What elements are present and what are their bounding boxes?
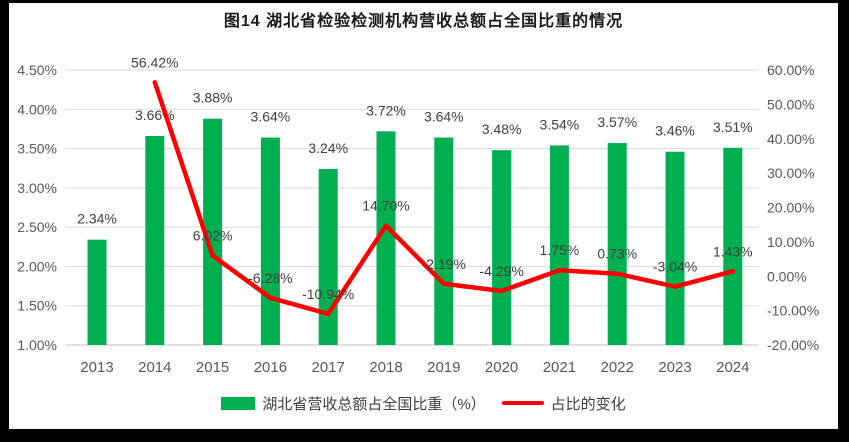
bar-labels: 2.34%3.66%3.88%3.64%3.24%3.72% 3.64%3.48%…	[77, 90, 753, 227]
bar-2020	[492, 150, 512, 345]
right-axis-tick-label: -20.00%	[767, 337, 819, 353]
line-labels: 56.42% 6.02% -6.28% -10.94% 14.70% -2.19% -4.2…	[131, 54, 753, 302]
line-label-2014: 56.42%	[131, 54, 178, 70]
bar-label-2016: 3.64%	[251, 109, 291, 125]
left-axis-tick-label: 3.00%	[17, 180, 57, 196]
left-axis-tick-label: 2.50%	[17, 219, 57, 235]
line-label-2021: 1.75%	[540, 242, 580, 258]
chart-title: 图14 湖北省检验检测机构营收总额占全国比重的情况	[223, 13, 624, 30]
bar-series	[87, 118, 743, 345]
right-axis-tick-label: 40.00%	[767, 131, 814, 147]
line-label-2015: 6.02%	[193, 228, 233, 244]
bar-2013	[87, 239, 107, 345]
right-axis-tick-label: 30.00%	[767, 165, 814, 181]
legend-bar-swatch-icon	[221, 396, 256, 410]
x-axis-label: 2024	[716, 359, 749, 376]
line-label-2020: -4.29%	[479, 263, 523, 279]
x-axis-label: 2019	[427, 359, 460, 376]
x-axis-label: 2015	[196, 359, 229, 376]
left-axis-tick-label: 4.50%	[17, 62, 57, 78]
right-axis-tick-label: 10.00%	[767, 234, 814, 250]
left-axis-tick-label: 3.50%	[17, 141, 57, 157]
chart-svg: 1.00% 1.50% 2.00% 2.50% 3.00% 3.50% 4.00% 4.50%…	[17, 54, 819, 376]
bar-2018	[376, 131, 396, 345]
x-axis-label: 2023	[658, 359, 691, 376]
legend: 湖北省营收总额占全国比重（%） 占比的变化	[9, 392, 838, 414]
chart-area: 图14 湖北省检验检测机构营收总额占全国比重的情况 1.00% 1.50% 2.00…	[9, 3, 838, 429]
line-label-2023: -3.04%	[653, 259, 697, 275]
bar-label-2020: 3.48%	[482, 121, 522, 137]
bar-label-2022: 3.57%	[597, 114, 637, 130]
x-axis-label: 2022	[601, 359, 634, 376]
x-axis-label: 2013	[80, 359, 113, 376]
bar-2021	[549, 145, 569, 345]
right-axis-tick-label: 0.00%	[767, 268, 807, 284]
bar-label-2019: 3.64%	[424, 109, 464, 125]
line-label-2018: 14.70%	[362, 198, 409, 214]
bar-2022	[607, 143, 627, 345]
left-axis-tick-label: 4.00%	[17, 101, 57, 117]
bar-2014	[145, 136, 165, 345]
bar-label-2013: 2.34%	[77, 211, 117, 227]
bar-2016	[260, 137, 280, 345]
bar-label-2023: 3.46%	[655, 123, 695, 139]
bar-label-2017: 3.24%	[308, 140, 348, 156]
x-axis-label: 2017	[312, 359, 345, 376]
left-axis-tick-label: 1.00%	[17, 337, 57, 353]
x-axis-label: 2020	[485, 359, 518, 376]
legend-bar-series-label: 湖北省营收总额占全国比重（%）	[262, 395, 486, 413]
line-label-2019: -2.19%	[422, 256, 466, 272]
right-axis-tick-label: 50.00%	[767, 96, 814, 112]
bar-2015	[203, 118, 223, 345]
line-label-2017: -10.94%	[302, 286, 354, 302]
left-axis-tick-label: 1.50%	[17, 298, 57, 314]
legend-line-series-label: 占比的变化	[550, 395, 626, 413]
line-label-2024: 1.43%	[713, 243, 753, 259]
line-label-2016: -6.28%	[248, 270, 292, 286]
left-axis-ticks: 1.00% 1.50% 2.00% 2.50% 3.00% 3.50% 4.00% 4.50%	[17, 62, 57, 353]
right-axis-tick-label: 20.00%	[767, 200, 814, 216]
bar-label-2021: 3.54%	[540, 116, 580, 132]
right-axis-tick-label: 60.00%	[767, 62, 814, 78]
bar-label-2015: 3.88%	[193, 90, 233, 106]
bar-2019	[434, 137, 454, 345]
bar-2017	[318, 169, 338, 345]
change-line	[152, 80, 736, 317]
gridlines	[65, 69, 759, 346]
x-axis-label: 2014	[138, 359, 171, 376]
x-axis-label: 2018	[369, 359, 402, 376]
bar-2023	[665, 151, 685, 345]
x-axis-label: 2021	[543, 359, 576, 376]
x-axis-labels: 2013 2014 2015 2016 2017 2018 2019 2020 2021 2022…	[80, 359, 749, 376]
bar-label-2018: 3.72%	[366, 102, 406, 118]
line-label-2022: 0.73%	[597, 246, 637, 262]
x-axis-label: 2016	[254, 359, 287, 376]
right-axis-tick-label: -10.00%	[767, 303, 819, 319]
bar-2024	[723, 147, 743, 345]
right-axis-ticks: -20.00% -10.00% 0.00% 10.00% 20.00% 30.00% 40.…	[767, 62, 819, 353]
legend-line-swatch-icon	[501, 401, 544, 405]
bar-label-2024: 3.51%	[713, 119, 753, 135]
left-axis-tick-label: 2.00%	[17, 258, 57, 274]
